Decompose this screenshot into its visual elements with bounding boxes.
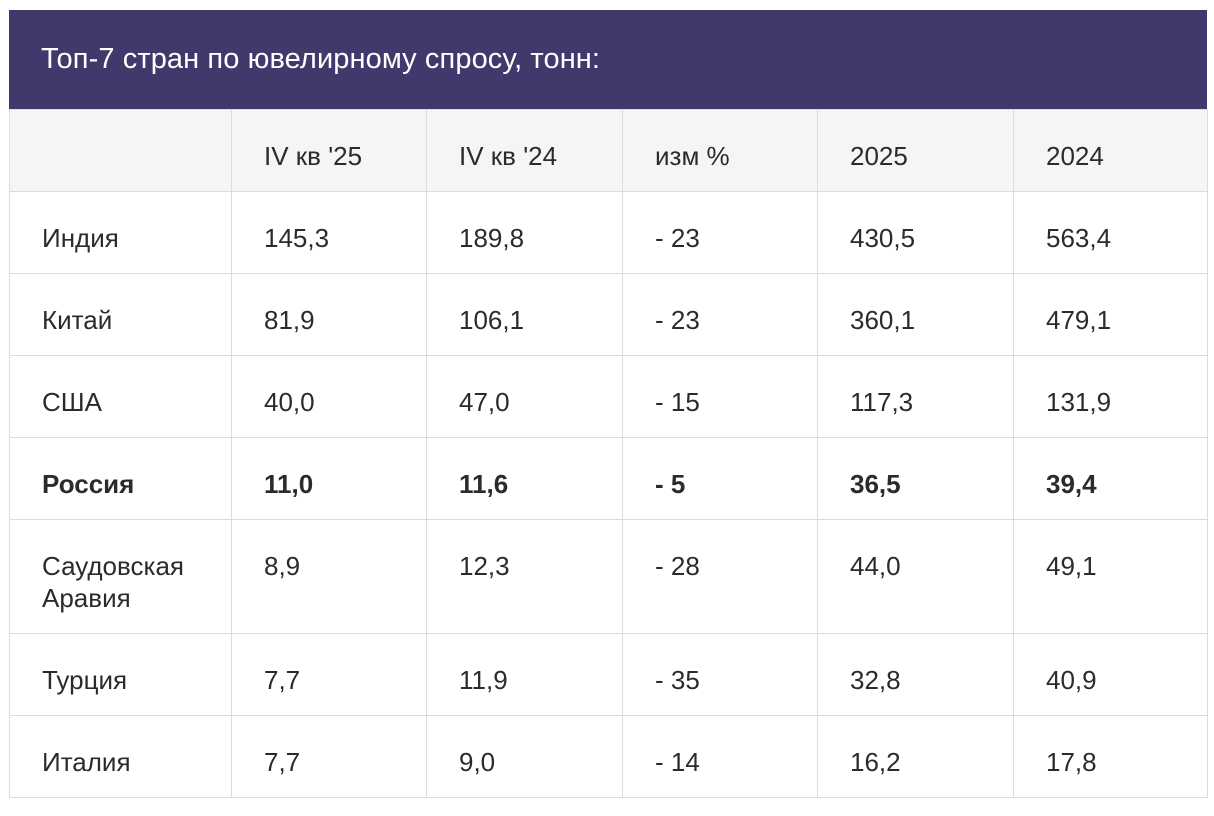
year-2025-cell: 16,2 — [817, 715, 1014, 798]
q4-25-cell: 8,9 — [231, 519, 427, 634]
column-header-country — [9, 109, 232, 192]
column-header-2025: 2025 — [817, 109, 1014, 192]
q4-24-cell: 47,0 — [426, 355, 623, 438]
year-2025-cell: 430,5 — [817, 191, 1014, 274]
change-cell: - 23 — [622, 191, 818, 274]
year-2024-cell: 49,1 — [1013, 519, 1208, 634]
year-2024-cell: 40,9 — [1013, 633, 1208, 716]
q4-24-cell: 106,1 — [426, 273, 623, 356]
q4-24-cell: 189,8 — [426, 191, 623, 274]
year-2025-cell: 360,1 — [817, 273, 1014, 356]
country-cell: Турция — [9, 633, 232, 716]
year-2025-cell: 44,0 — [817, 519, 1014, 634]
column-header-2024: 2024 — [1013, 109, 1208, 192]
q4-24-cell: 9,0 — [426, 715, 623, 798]
jewelry-demand-card: Топ-7 стран по ювелирному спросу, тонн: … — [9, 10, 1208, 798]
column-header-row: IV кв '25 IV кв '24 изм % 2025 2024 — [9, 109, 1208, 192]
column-header-q4-25: IV кв '25 — [231, 109, 427, 192]
q4-25-cell: 40,0 — [231, 355, 427, 438]
table-row: США 40,0 47,0 - 15 117,3 131,9 — [9, 355, 1208, 438]
year-2025-cell: 32,8 — [817, 633, 1014, 716]
table-row: Италия 7,7 9,0 - 14 16,2 17,8 — [9, 715, 1208, 798]
year-2024-cell: 17,8 — [1013, 715, 1208, 798]
year-2024-cell: 479,1 — [1013, 273, 1208, 356]
q4-24-cell: 12,3 — [426, 519, 623, 634]
country-cell: Саудовская Аравия — [9, 519, 232, 634]
change-cell: - 23 — [622, 273, 818, 356]
year-2024-cell: 563,4 — [1013, 191, 1208, 274]
q4-25-cell: 81,9 — [231, 273, 427, 356]
column-header-change-percent: изм % — [622, 109, 818, 192]
change-cell: - 35 — [622, 633, 818, 716]
table-row-highlighted: Россия 11,0 11,6 - 5 36,5 39,4 — [9, 437, 1208, 520]
q4-25-cell: 145,3 — [231, 191, 427, 274]
q4-25-cell: 7,7 — [231, 633, 427, 716]
change-cell: - 28 — [622, 519, 818, 634]
change-cell: - 15 — [622, 355, 818, 438]
country-cell: Россия — [9, 437, 232, 520]
country-cell: США — [9, 355, 232, 438]
q4-25-cell: 7,7 — [231, 715, 427, 798]
column-header-q4-24: IV кв '24 — [426, 109, 623, 192]
table-row: Саудовская Аравия 8,9 12,3 - 28 44,0 49,… — [9, 519, 1208, 634]
year-2025-cell: 117,3 — [817, 355, 1014, 438]
year-2024-cell: 39,4 — [1013, 437, 1208, 520]
table-row: Турция 7,7 11,9 - 35 32,8 40,9 — [9, 633, 1208, 716]
year-2024-cell: 131,9 — [1013, 355, 1208, 438]
year-2025-cell: 36,5 — [817, 437, 1014, 520]
table-row: Индия 145,3 189,8 - 23 430,5 563,4 — [9, 191, 1208, 274]
table-title: Топ-7 стран по ювелирному спросу, тонн: — [41, 43, 601, 75]
country-cell: Индия — [9, 191, 232, 274]
q4-25-cell: 11,0 — [231, 437, 427, 520]
change-cell: - 14 — [622, 715, 818, 798]
change-cell: - 5 — [622, 437, 818, 520]
country-cell: Китай — [9, 273, 232, 356]
country-cell: Италия — [9, 715, 232, 798]
jewelry-demand-table: IV кв '25 IV кв '24 изм % 2025 2024 Инди… — [9, 109, 1208, 798]
q4-24-cell: 11,9 — [426, 633, 623, 716]
title-bar: Топ-7 стран по ювелирному спросу, тонн: — [9, 10, 1207, 109]
table-row: Китай 81,9 106,1 - 23 360,1 479,1 — [9, 273, 1208, 356]
q4-24-cell: 11,6 — [426, 437, 623, 520]
